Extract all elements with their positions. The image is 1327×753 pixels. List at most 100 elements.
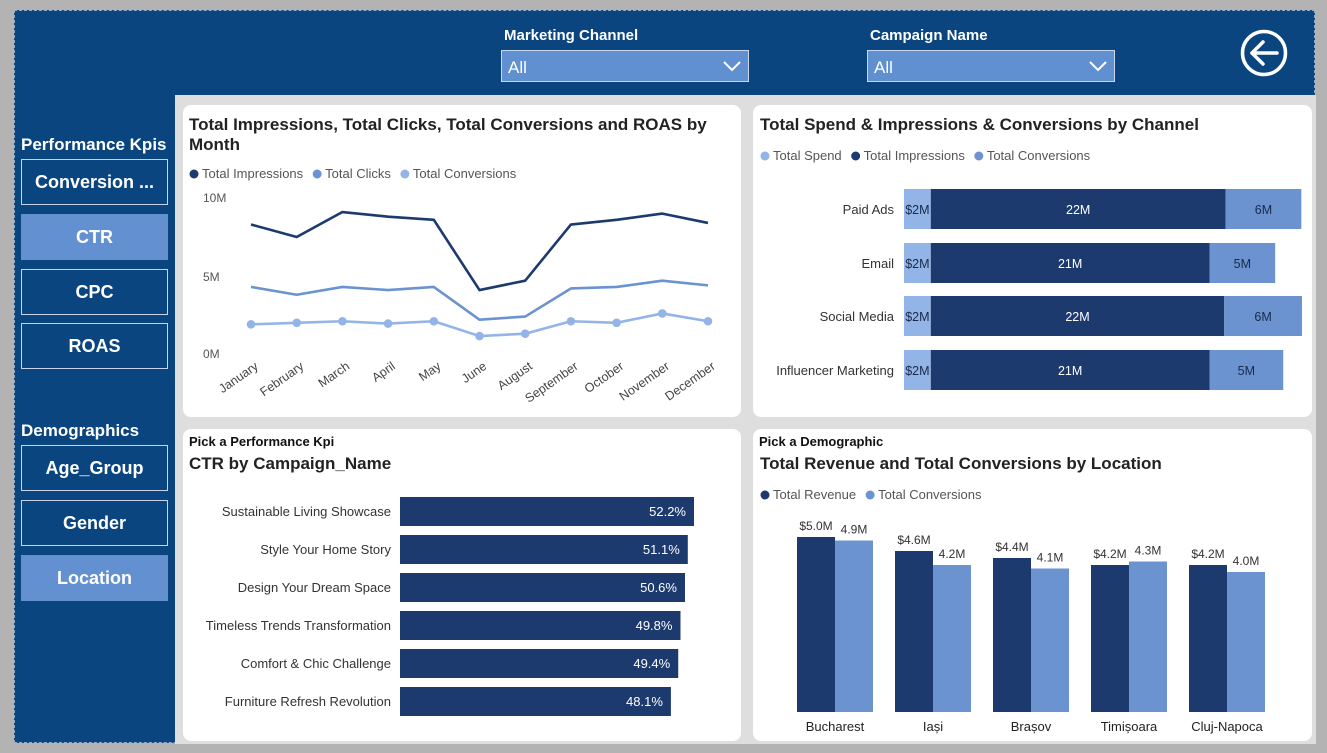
x-tick-label: February: [257, 359, 307, 400]
x-tick-label: April: [369, 359, 398, 385]
y-tick-label: 5M: [203, 270, 220, 284]
bar-segment: [930, 189, 1226, 229]
legend-marker: [760, 151, 770, 161]
location-column-chart: Pick a Demographic Total Revenue and Tota…: [759, 434, 1265, 734]
data-point: [658, 309, 667, 318]
kpi-cpc-button[interactable]: CPC: [21, 269, 168, 315]
data-label: 5M: [1238, 364, 1255, 378]
data-point: [292, 318, 301, 328]
campaign-name-label: Campaign Name: [870, 27, 988, 44]
data-label: $4.6M: [897, 533, 930, 547]
x-tick-label: January: [216, 359, 261, 396]
demographic-gender-button[interactable]: Gender: [21, 500, 168, 546]
location-column-card: Pick a Demographic Total Revenue and Tota…: [753, 429, 1312, 741]
campaign-name-dropdown[interactable]: All: [867, 50, 1115, 82]
legend-marker: [865, 490, 875, 500]
data-point: [520, 329, 530, 339]
monthly-line-card: Total Impressions, Total Clicks, Total C…: [183, 105, 741, 417]
bar: [400, 649, 679, 678]
legend-marker: [974, 151, 984, 161]
category-label: Style Your Home Story: [260, 542, 391, 557]
bar-segment: [904, 189, 931, 229]
legend-label: Total Conversions: [413, 166, 517, 181]
channel-bar-chart: Total Spend & Impressions & Conversions …: [760, 115, 1302, 390]
channel-bar-card: Total Spend & Impressions & Conversions …: [753, 105, 1312, 417]
data-label: 49.8%: [636, 618, 673, 633]
marketing-channel-value: All: [508, 58, 527, 77]
demographic-location-button[interactable]: Location: [21, 555, 168, 601]
data-label: $2M: [905, 364, 929, 378]
marketing-channel-label: Marketing Channel: [504, 27, 639, 44]
category-label: Iași: [923, 719, 943, 734]
data-point: [475, 331, 484, 341]
x-tick-label: May: [416, 359, 444, 384]
series-line-0: [250, 210, 709, 292]
chart-title: Total Impressions, Total Clicks, Total C…: [189, 115, 707, 134]
chart-title: Total Spend & Impressions & Conversions …: [760, 115, 1199, 134]
category-label: Design Your Dream Space: [238, 580, 391, 595]
marketing-channel-dropdown[interactable]: All: [501, 50, 749, 82]
data-point: [383, 319, 393, 328]
category-label: Bucharest: [806, 719, 865, 734]
legend-label: Total Conversions: [878, 487, 982, 502]
legend-label: Total Spend: [773, 148, 842, 163]
ctr-bar-chart: Pick a Performance Kpi CTR by Campaign_Na…: [189, 434, 694, 716]
bar-segment: [904, 350, 931, 390]
data-label: $4.2M: [1093, 547, 1126, 561]
bar: [400, 573, 685, 602]
bar-segment: [930, 296, 1225, 336]
data-label: 4.3M: [1135, 544, 1162, 558]
category-label: Paid Ads: [843, 202, 895, 217]
x-tick-label: August: [495, 359, 535, 393]
legend-marker: [760, 490, 770, 500]
data-label: 22M: [1066, 203, 1090, 217]
bar: [400, 497, 694, 526]
data-label: $5.0M: [799, 519, 832, 533]
ctr-bar-card: Pick a Performance Kpi CTR by Campaign_Na…: [183, 429, 741, 741]
column-bar: [1189, 565, 1227, 712]
data-label: 49.4%: [633, 656, 670, 671]
bar-segment: [1224, 296, 1302, 336]
report-page: Marketing Channel All Campaign Name All …: [14, 10, 1316, 744]
data-label: 6M: [1254, 310, 1271, 324]
data-label: 6M: [1255, 203, 1272, 217]
performance-kpis-title: Performance Kpis: [21, 135, 167, 154]
column-bar: [895, 551, 933, 712]
x-tick-label: March: [316, 359, 353, 390]
kpi-conversion-button[interactable]: Conversion ...: [21, 159, 168, 205]
data-label: 21M: [1058, 364, 1082, 378]
bar-segment: [1209, 243, 1276, 283]
column-bar: [1091, 565, 1129, 712]
legend-label: Total Clicks: [325, 166, 391, 181]
bar-segment: [904, 296, 931, 336]
column-bar: [797, 537, 835, 712]
kpi-roas-button[interactable]: ROAS: [21, 323, 168, 369]
sidebar: Performance Kpis Conversion ... CTR CPC …: [15, 95, 175, 744]
x-tick-label: November: [617, 359, 672, 404]
bar-segment: [1225, 189, 1302, 229]
data-label: 51.1%: [643, 542, 680, 557]
back-arrow-icon[interactable]: [1239, 28, 1289, 78]
data-point: [338, 316, 347, 326]
category-label: Timeless Trends Transformation: [206, 618, 391, 633]
column-bar: [1129, 561, 1167, 712]
chart-title: Total Revenue and Total Conversions by L…: [760, 454, 1162, 473]
legend-marker: [312, 169, 322, 179]
data-label: 5M: [1234, 257, 1251, 271]
column-bar: [835, 540, 873, 712]
chart-title: CTR by Campaign_Name: [189, 454, 391, 473]
demographic-age-group-button[interactable]: Age_Group: [21, 445, 168, 491]
bar-segment: [1209, 350, 1284, 390]
data-label: $2M: [905, 257, 929, 271]
kpi-ctr-button[interactable]: CTR: [21, 214, 168, 260]
bar: [400, 535, 688, 564]
y-tick-label: 10M: [203, 191, 226, 205]
demographics-title: Demographics: [21, 421, 140, 440]
category-label: Social Media: [820, 309, 895, 324]
legend-label: Total Revenue: [773, 487, 856, 502]
campaign-name-slicer: Campaign Name All: [867, 27, 1115, 82]
data-label: $4.4M: [995, 540, 1028, 554]
visual-canvas: Total Impressions, Total Clicks, Total C…: [175, 95, 1316, 744]
data-point: [703, 316, 713, 326]
bar: [400, 611, 681, 640]
